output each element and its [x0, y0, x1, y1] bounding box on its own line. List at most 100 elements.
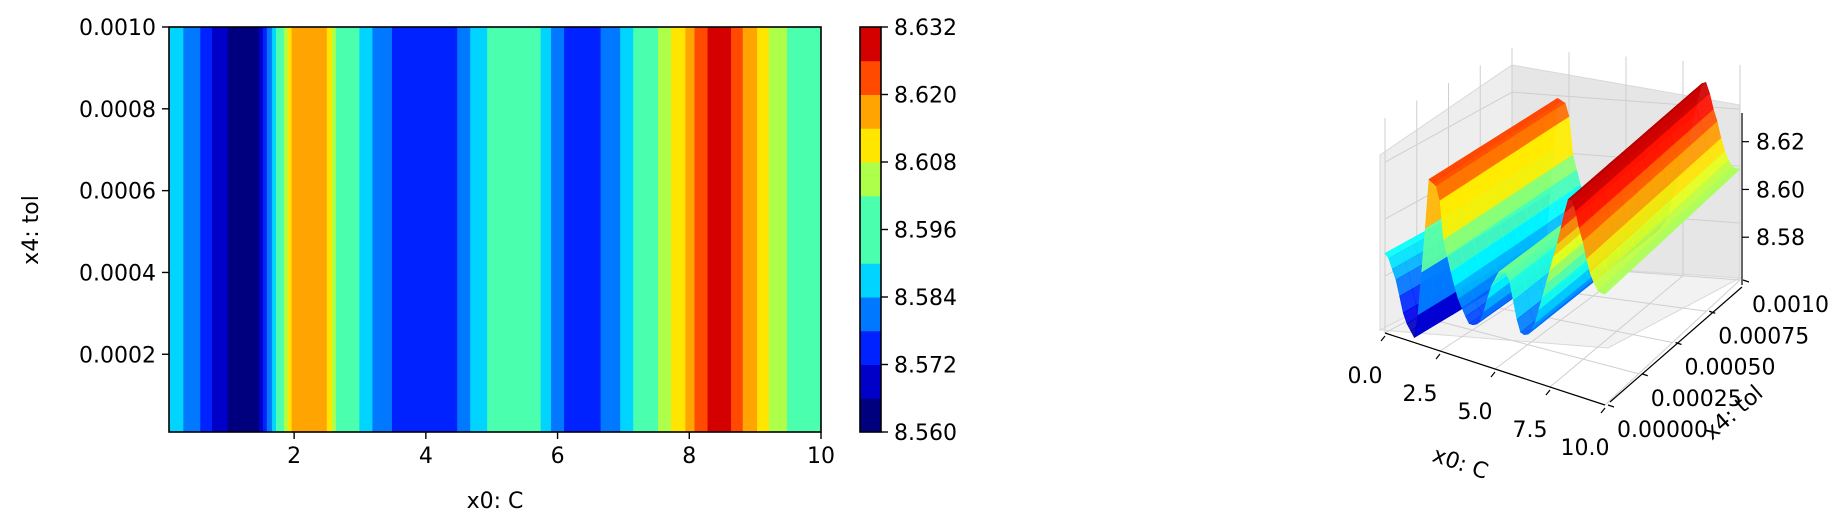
contour-band	[646, 27, 659, 432]
contour-x-tick-label: 8	[682, 444, 696, 469]
contour-band	[707, 27, 732, 432]
surface3d-grid-line	[1416, 315, 1639, 375]
contour-band	[540, 27, 552, 432]
surface3d-y-tick-label: 0.00075	[1718, 324, 1809, 349]
contour-band	[372, 27, 393, 432]
surface3d-x-tick-label: 0.0	[1348, 364, 1383, 389]
colorbar-segment	[860, 60, 881, 95]
contour-band	[183, 27, 201, 432]
contour-band	[470, 27, 488, 432]
surface3d-z-tick-label: 8.60	[1756, 178, 1805, 203]
contour-band	[487, 27, 542, 432]
contour-y-tick-label: 0.0006	[79, 180, 156, 205]
contour-y-tick-label: 0.0008	[79, 98, 156, 123]
surface3d-x-axis-line	[1384, 332, 1606, 406]
colorbar-segment	[860, 27, 881, 62]
colorbar-segment	[860, 263, 881, 298]
surface3d-y-tick-label: 0.00100	[1752, 293, 1828, 318]
colorbar-tick-label: 8.596	[894, 219, 957, 244]
colorbar-tick-label: 8.620	[894, 84, 957, 109]
contour-y-axis-label: x4: tol	[19, 195, 44, 265]
surface3d-y-tick-label: 0.00050	[1685, 356, 1776, 381]
contour-band	[262, 27, 268, 432]
surface3d-y-ticks: 0.00000 0.00025 0.00050 0.00075 0.00100	[1607, 279, 1828, 443]
contour-band	[658, 27, 672, 432]
contour-band	[287, 27, 293, 432]
surface3d-z-tick-label: 8.62	[1756, 131, 1805, 156]
colorbar-tick-label: 8.632	[894, 16, 957, 41]
surface3d-x-tick-label: 7.5	[1513, 418, 1548, 443]
surface3d-x-tick-mark	[1600, 407, 1606, 414]
contour-band	[212, 27, 229, 432]
colorbar-tick-label: 8.608	[894, 151, 957, 176]
surface3d-y-tick-mark	[1641, 373, 1648, 377]
contour-band	[768, 27, 788, 432]
contour-band	[169, 27, 184, 432]
contour-band	[326, 27, 333, 432]
contour-band	[391, 27, 458, 432]
contour-band	[272, 27, 277, 432]
contour-band	[620, 27, 634, 432]
colorbar-segment	[860, 297, 881, 332]
contour-band	[600, 27, 621, 432]
contour-band	[275, 27, 281, 432]
contour-band	[200, 27, 213, 432]
contour-band	[564, 27, 602, 432]
contour-band	[757, 27, 770, 432]
surface3d-x-tick-label: 5.0	[1458, 400, 1493, 425]
surface3d-y-tick-mark	[1709, 310, 1716, 314]
colorbar-tick-label: 8.560	[894, 421, 957, 446]
surface3d-mesh	[1384, 81, 1741, 339]
surface3d-x-tick-mark	[1490, 371, 1496, 378]
surface3d-x-ticks: 0.0 2.5 5.0 7.5 10.0	[1348, 335, 1610, 461]
surface3d-x-tick-label: 2.5	[1403, 382, 1438, 407]
contour-x-tick-label: 6	[551, 444, 565, 469]
surface3d-x-tick-mark	[1435, 353, 1441, 360]
contour-x-axis-label: x0: C	[467, 489, 524, 514]
colorbar-segment	[860, 330, 881, 365]
contour-x-tick-label: 2	[287, 444, 301, 469]
colorbar-ticks: 8.560 8.572 8.584 8.596 8.608 8.620 8.632	[881, 16, 957, 446]
surface3d-x-tick-label: 10.0	[1561, 436, 1610, 461]
surface3d-facet	[1600, 279, 1620, 295]
contour-band	[731, 27, 744, 432]
surface3d-y-axis-line	[1609, 286, 1743, 403]
contour-band	[335, 27, 347, 432]
contour-plot: 2 4 6 8 10 0.0002 0.0004 0.0006 0.0008 0.0010 x0…	[19, 16, 835, 514]
contour-band	[671, 27, 686, 432]
surface3d-y-tick-mark	[1675, 341, 1682, 346]
contour-band	[787, 27, 821, 432]
surface3d-y-tick-label: 0.00000	[1617, 418, 1708, 443]
surface3d-y-tick-label: 0.00025	[1651, 387, 1742, 412]
colorbar-tick-label: 8.584	[894, 286, 957, 311]
contour-y-ticks: 0.0002 0.0004 0.0006 0.0008 0.0010	[79, 16, 169, 368]
contour-x-ticks: 2 4 6 8 10	[287, 432, 835, 469]
colorbar-segment	[860, 94, 881, 129]
surface3d-x-tick-mark	[1545, 389, 1551, 396]
contour-band	[551, 27, 565, 432]
contour-band	[633, 27, 647, 432]
contour-band	[279, 27, 285, 432]
colorbar-segment	[860, 195, 881, 230]
surface3d-z-ticks: 8.58 8.60 8.62	[1742, 131, 1805, 251]
surface3d-y-tick-mark	[1607, 404, 1615, 408]
surface3d-x-axis-label: x0: C	[1429, 443, 1491, 485]
contour-band	[457, 27, 471, 432]
surface3d-y-tick-mark	[1742, 279, 1750, 283]
colorbar-segment	[860, 364, 881, 399]
contour-band	[359, 27, 374, 432]
surface3d-grid-line	[1384, 91, 1513, 163]
contour-y-tick-label: 0.0002	[79, 343, 156, 368]
surface3d-z-tick-label: 8.58	[1756, 226, 1805, 251]
contour-x-tick-label: 10	[807, 444, 835, 469]
colorbar-segment	[860, 128, 881, 163]
contour-axes-frame	[168, 26, 822, 433]
colorbar-tick-label: 8.572	[894, 354, 957, 379]
contour-band	[332, 27, 337, 432]
contour-band	[694, 27, 709, 432]
colorbar-segment	[860, 162, 881, 197]
contour-band	[283, 27, 289, 432]
surface3d-plot: 0.02.55.07.510.0 0.000000.000250.000500.…	[1348, 48, 1828, 485]
